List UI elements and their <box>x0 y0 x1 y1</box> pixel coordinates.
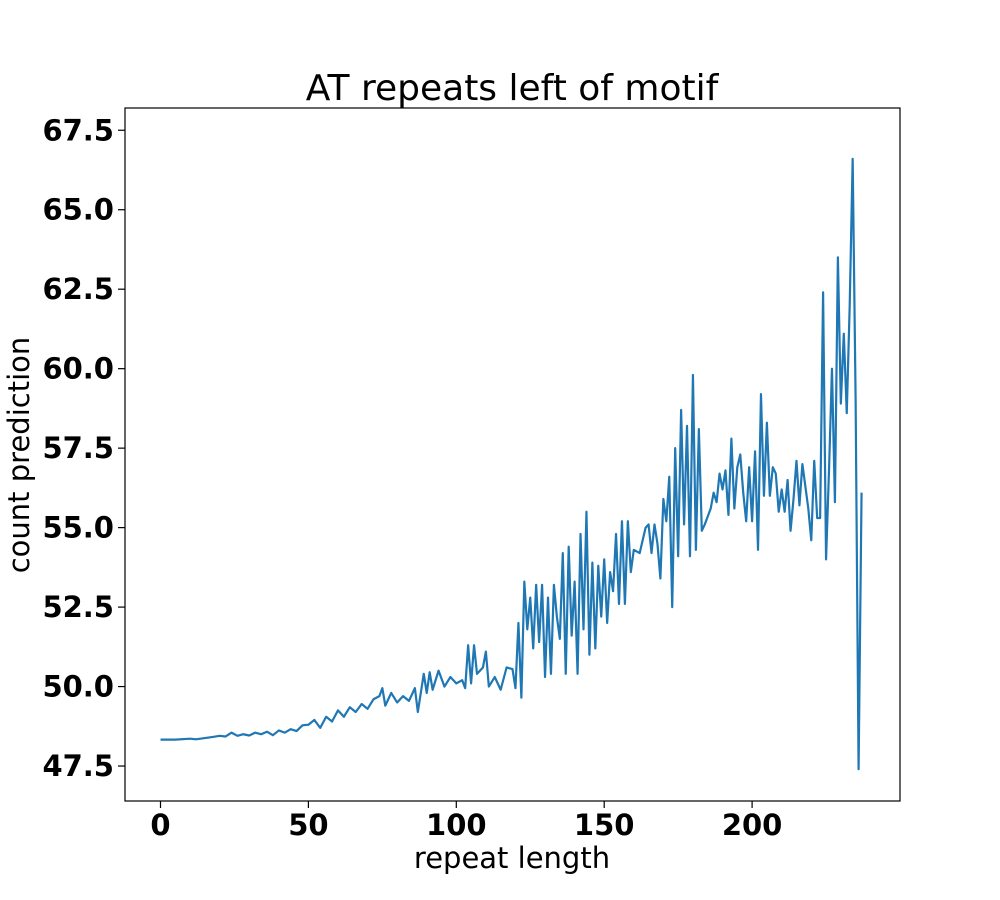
x-tick-label: 100 <box>426 808 487 842</box>
y-axis-label: count prediction <box>2 337 36 574</box>
y-tick-label: 60.0 <box>42 352 114 386</box>
x-tick-label: 150 <box>574 808 635 842</box>
y-axis-ticks: 47.5 50.0 52.5 55.0 57.5 60.0 62.5 65.0 67.5 <box>42 113 125 783</box>
x-tick-label: 0 <box>150 808 170 842</box>
x-tick-label: 200 <box>722 808 783 842</box>
x-axis-ticks: 0 50 100 150 200 <box>150 801 782 842</box>
plot-area-frame <box>124 107 901 802</box>
y-tick-label: 52.5 <box>42 590 114 624</box>
series-layer <box>160 157 863 771</box>
y-tick-label: 50.0 <box>42 670 114 704</box>
y-tick-label: 47.5 <box>42 749 114 783</box>
x-tick-label: 50 <box>288 808 328 842</box>
y-tick-label: 67.5 <box>42 113 114 147</box>
y-tick-label: 55.0 <box>42 511 114 545</box>
y-tick-label: 65.0 <box>42 193 114 227</box>
series-line <box>160 157 863 771</box>
y-tick-label: 62.5 <box>42 272 114 306</box>
x-axis-label: repeat length <box>414 841 610 875</box>
y-tick-label: 57.5 <box>42 431 114 465</box>
chart-title: AT repeats left of motif <box>306 68 720 109</box>
